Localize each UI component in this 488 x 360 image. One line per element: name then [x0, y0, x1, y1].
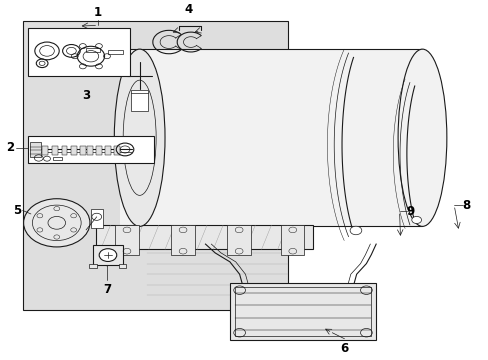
Bar — [53, 157, 62, 160]
Bar — [96, 146, 102, 155]
Bar — [281, 225, 304, 255]
Bar — [80, 146, 85, 155]
Bar — [114, 146, 120, 155]
Circle shape — [23, 199, 90, 247]
Bar — [87, 146, 93, 155]
Circle shape — [99, 249, 117, 261]
Bar — [234, 287, 370, 336]
Bar — [71, 146, 77, 155]
Bar — [52, 146, 58, 155]
Text: 7: 7 — [102, 283, 111, 296]
Text: 3: 3 — [82, 89, 90, 102]
Bar — [119, 264, 126, 268]
Bar — [131, 90, 148, 111]
Bar — [105, 146, 111, 155]
Bar — [27, 136, 154, 163]
Bar — [61, 146, 67, 155]
Text: 1: 1 — [94, 6, 102, 19]
Bar — [96, 225, 312, 249]
Bar — [108, 50, 122, 54]
Bar — [120, 49, 422, 226]
Text: 6: 6 — [340, 342, 348, 355]
Bar — [30, 142, 41, 157]
Circle shape — [92, 213, 102, 220]
Text: 2: 2 — [6, 141, 14, 154]
Bar — [27, 28, 130, 76]
Text: 5: 5 — [13, 204, 21, 217]
Circle shape — [411, 216, 421, 224]
Bar — [42, 146, 48, 155]
Polygon shape — [22, 21, 288, 310]
Ellipse shape — [114, 49, 164, 226]
Bar — [229, 283, 375, 340]
Bar — [91, 209, 103, 228]
Bar — [89, 264, 97, 268]
Bar — [171, 225, 194, 255]
Bar — [86, 48, 100, 51]
Bar — [93, 245, 122, 265]
Circle shape — [349, 226, 361, 235]
Ellipse shape — [397, 49, 446, 226]
Bar — [227, 225, 250, 255]
Bar — [115, 225, 139, 255]
Text: 9: 9 — [406, 204, 413, 218]
Text: 8: 8 — [461, 199, 469, 212]
Text: 4: 4 — [184, 3, 192, 16]
